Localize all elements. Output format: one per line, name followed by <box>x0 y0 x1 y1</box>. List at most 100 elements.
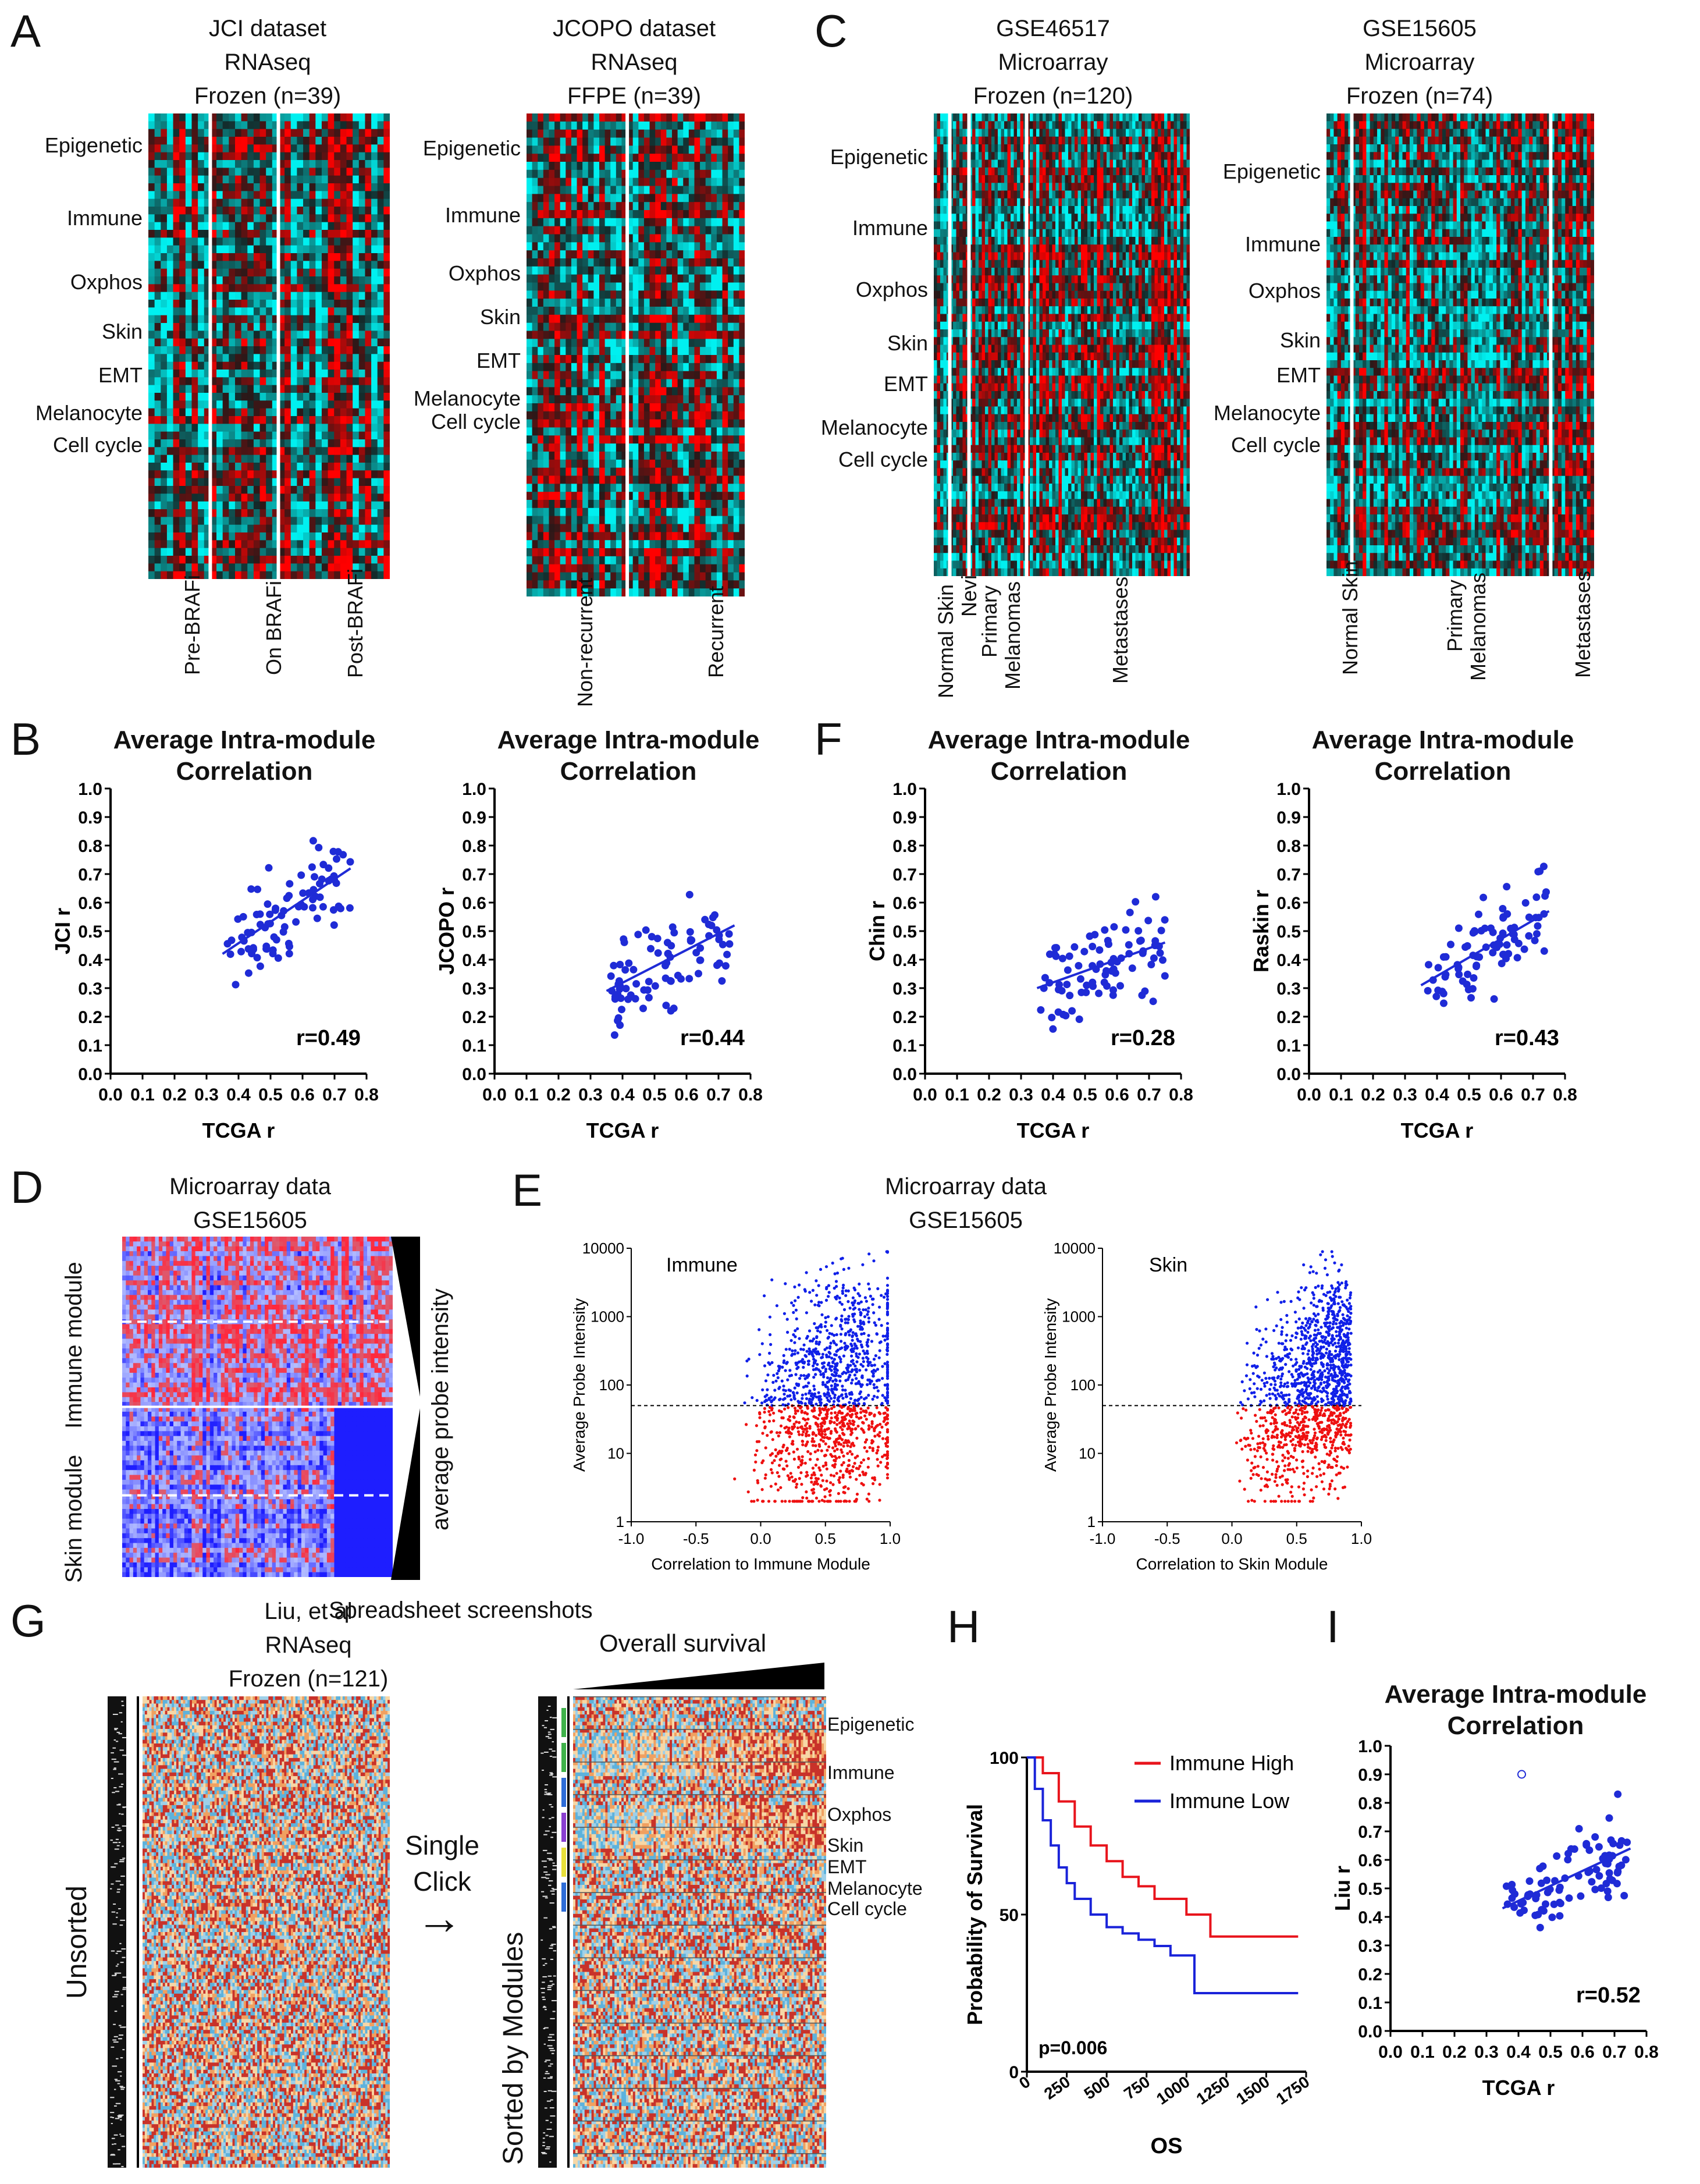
heatmap-cell <box>297 292 304 300</box>
heatmap-cell <box>649 564 656 573</box>
heatmap-cell <box>278 230 285 238</box>
heatmap-cell <box>309 292 316 300</box>
heatmap-cell <box>210 144 217 153</box>
heatmap-cell <box>173 408 180 417</box>
heatmap-cell <box>566 226 572 235</box>
heatmap-cell <box>716 427 723 436</box>
heatmap-cell <box>543 484 550 492</box>
heatmap-cell <box>284 144 291 153</box>
heatmap-cell <box>371 493 378 502</box>
heatmap-cell <box>716 234 723 243</box>
heatmap-cell <box>705 186 712 194</box>
heatmap-cell <box>677 500 684 509</box>
heatmap-cell <box>303 315 310 324</box>
heatmap-cell <box>161 486 168 494</box>
heatmap-cell <box>377 261 384 269</box>
heatmap-cell <box>161 276 168 285</box>
heatmap-cell <box>700 443 706 452</box>
heatmap-cell <box>284 563 291 572</box>
heatmap-cell <box>1007 129 1011 137</box>
heatmap-cell <box>210 237 217 246</box>
heatmap-cell <box>321 276 329 285</box>
heatmap-cell <box>346 377 353 386</box>
heatmap-cell <box>638 307 645 315</box>
heatmap-cell <box>543 307 550 315</box>
heatmap-cell <box>266 230 273 238</box>
heatmap-cell <box>284 424 291 432</box>
heatmap-cell <box>284 183 291 191</box>
heatmap-cell <box>643 427 650 436</box>
heatmap-cell <box>694 371 700 380</box>
heatmap-cell <box>660 282 667 291</box>
heatmap-cell <box>309 424 316 432</box>
heatmap-cell <box>621 452 628 460</box>
heatmap-cell <box>346 175 353 184</box>
heatmap-cell <box>272 214 279 223</box>
heatmap-cell <box>198 517 205 525</box>
heatmap-cell <box>328 121 335 130</box>
heatmap-cell <box>554 322 561 332</box>
heatmap-cell <box>340 486 347 494</box>
heatmap-cell <box>621 307 628 315</box>
heatmap-cell <box>266 268 273 277</box>
heatmap-cell <box>210 300 217 308</box>
heatmap-cell <box>234 113 242 122</box>
heatmap-cell <box>527 331 533 339</box>
heatmap-cell <box>566 331 572 339</box>
heatmap-cell <box>198 175 205 184</box>
heatmap-cell <box>222 300 229 308</box>
heatmap-cell <box>716 226 723 235</box>
heatmap-cell <box>660 331 667 339</box>
heatmap-cell <box>365 152 372 161</box>
heatmap-cell <box>166 354 174 363</box>
heatmap-cell <box>571 299 578 307</box>
heatmap-cell <box>577 121 583 130</box>
heatmap-cell <box>643 459 650 468</box>
heatmap-cell <box>272 160 279 168</box>
heatmap-cell <box>571 129 578 139</box>
heatmap-cell <box>610 274 617 283</box>
heatmap-cell <box>638 290 645 299</box>
heatmap-cell <box>166 198 174 207</box>
heatmap-cell <box>549 516 555 525</box>
heatmap-cell <box>365 237 372 246</box>
heatmap-cell <box>148 276 155 285</box>
heatmap-cell <box>353 214 360 223</box>
heatmap-cell <box>571 395 578 404</box>
heatmap-cell <box>161 292 168 300</box>
heatmap-cell <box>577 524 583 532</box>
heatmap-cell <box>660 484 667 492</box>
heatmap-cell <box>198 300 205 308</box>
heatmap-cell <box>705 467 712 477</box>
heatmap-cell <box>353 144 360 153</box>
heatmap-cell <box>278 121 285 130</box>
heatmap-cell <box>582 484 589 492</box>
heatmap-cell <box>700 403 706 412</box>
heatmap-cell <box>253 284 261 293</box>
heatmap-cell <box>621 129 628 139</box>
heatmap-cell <box>739 452 745 460</box>
heatmap-cell <box>234 222 242 230</box>
heatmap-cell <box>266 385 273 393</box>
heatmap-cell <box>560 556 566 565</box>
heatmap-cell <box>532 258 538 267</box>
heatmap-cell <box>604 459 611 468</box>
heatmap-cell <box>216 431 223 440</box>
heatmap-cell <box>655 379 661 388</box>
heatmap-cell <box>705 564 712 573</box>
heatmap-cell <box>191 493 198 502</box>
heatmap-cell <box>627 314 634 324</box>
heatmap-cell <box>560 113 566 122</box>
heatmap-cell <box>705 516 712 525</box>
heatmap-cell <box>303 354 310 363</box>
heatmap-cell <box>621 299 628 307</box>
heatmap-cell <box>179 509 186 517</box>
heatmap-cell <box>259 137 266 145</box>
heatmap-cell <box>532 443 538 452</box>
heatmap-cell <box>259 571 266 579</box>
heatmap-cell <box>649 580 656 589</box>
heatmap-cell <box>297 315 304 324</box>
heatmap-cell <box>383 408 390 417</box>
heatmap-cell <box>694 250 700 259</box>
heatmap-cell <box>733 363 739 372</box>
